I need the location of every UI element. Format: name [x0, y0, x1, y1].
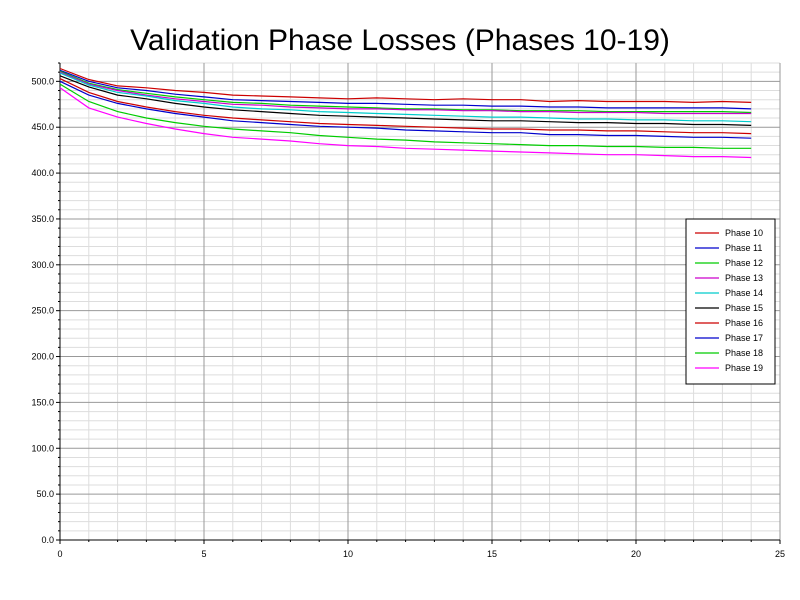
series-line-phase-17 [59, 80, 752, 139]
legend-label: Phase 11 [725, 243, 762, 253]
legend-label: Phase 12 [725, 258, 763, 268]
legend-box [685, 218, 776, 385]
legend-label: Phase 19 [725, 363, 763, 373]
series-line-phase-15 [59, 75, 752, 126]
legend-label: Phase 13 [725, 273, 763, 283]
y-tick-label: 50.0 [36, 489, 54, 499]
series-line-phase-19 [59, 87, 752, 159]
y-tick-label: 400.0 [31, 168, 54, 178]
y-tick-label: 250.0 [31, 306, 54, 316]
series-line-phase-10 [59, 67, 752, 104]
series-layer [59, 67, 752, 159]
x-tick-label: 15 [487, 549, 497, 559]
series-line-phase-12 [59, 70, 752, 114]
legend: Phase 10 Phase 11 Phase 12 Phase 13 Phase 14… [685, 218, 776, 385]
legend-label: Phase 16 [725, 318, 763, 328]
x-tick-label: 20 [631, 549, 641, 559]
y-tick-label: 100.0 [31, 443, 54, 453]
grid [59, 62, 781, 541]
x-tick-label: 10 [343, 549, 353, 559]
series-line-phase-16 [59, 78, 752, 135]
series-line-phase-13 [59, 71, 752, 115]
y-tick-label: 150.0 [31, 397, 54, 407]
series-line-phase-14 [59, 72, 752, 123]
chart-title: Validation Phase Losses (Phases 10-19) [130, 24, 670, 57]
x-tick-label: 5 [201, 549, 206, 559]
legend-label: Phase 10 [725, 228, 763, 238]
x-tick-label: 0 [57, 549, 62, 559]
x-tick-label: 25 [775, 549, 785, 559]
axes: 0.0 50.0 100.0 150.0 200.0 250.0 300.0 350.0 400… [31, 62, 785, 559]
legend-label: Phase 17 [725, 333, 763, 343]
legend-label: Phase 14 [725, 288, 763, 298]
y-tick-label: 450.0 [31, 122, 54, 132]
y-tick-label: 0.0 [41, 535, 54, 545]
series-line-phase-18 [59, 83, 752, 149]
legend-label: Phase 18 [725, 348, 763, 358]
y-tick-label: 300.0 [31, 260, 54, 270]
y-tick-label: 500.0 [31, 76, 54, 86]
legend-label: Phase 15 [725, 303, 763, 313]
y-tick-label: 200.0 [31, 352, 54, 362]
y-tick-label: 350.0 [31, 214, 54, 224]
series-line-phase-11 [59, 69, 752, 110]
